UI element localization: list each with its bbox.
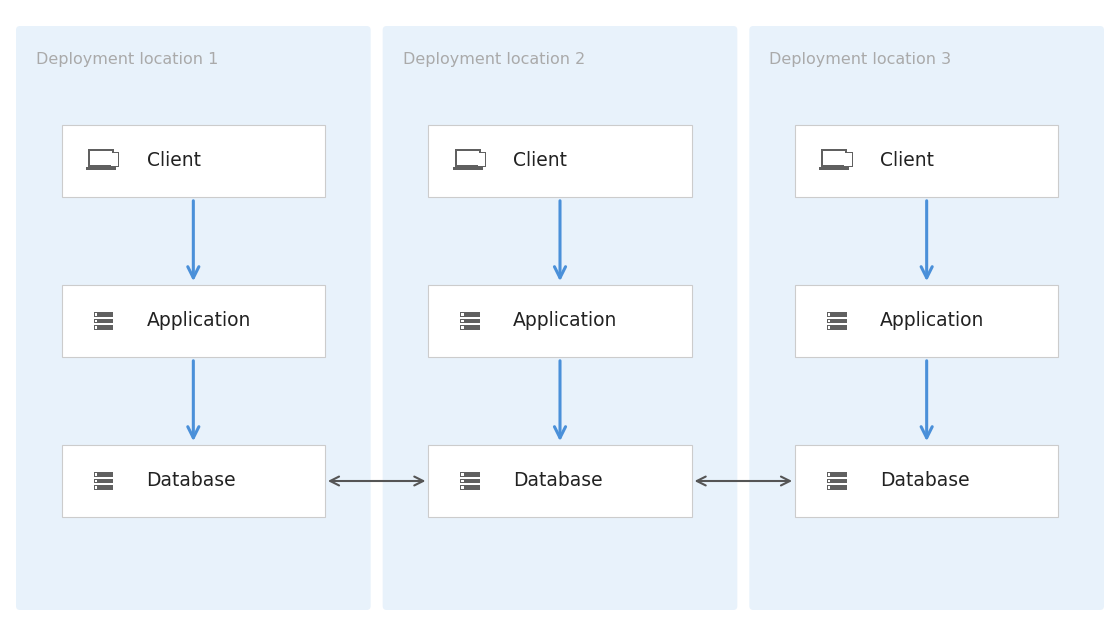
Bar	[827, 479, 847, 483]
FancyBboxPatch shape	[62, 445, 325, 517]
Bar	[94, 473, 113, 477]
FancyBboxPatch shape	[795, 445, 1058, 517]
FancyBboxPatch shape	[16, 26, 371, 610]
Text: Deployment location 2: Deployment location 2	[403, 52, 585, 67]
Text: Application: Application	[147, 312, 251, 331]
FancyBboxPatch shape	[428, 445, 692, 517]
Bar	[827, 325, 847, 329]
Bar	[477, 152, 486, 167]
Text: Application: Application	[880, 312, 984, 331]
FancyBboxPatch shape	[428, 125, 692, 197]
Bar	[86, 167, 116, 170]
Text: Application: Application	[513, 312, 617, 331]
Bar	[94, 479, 113, 483]
Text: Deployment location 1: Deployment location 1	[36, 52, 218, 67]
Bar	[460, 312, 480, 317]
Bar	[94, 487, 97, 488]
FancyBboxPatch shape	[383, 26, 737, 610]
Text: Deployment location 3: Deployment location 3	[769, 52, 952, 67]
Bar	[94, 320, 97, 322]
Bar	[457, 151, 478, 165]
Text: Client: Client	[513, 151, 567, 170]
Bar	[827, 319, 847, 323]
Bar	[94, 326, 97, 329]
Bar	[455, 149, 480, 167]
Bar	[820, 167, 849, 170]
FancyBboxPatch shape	[795, 285, 1058, 357]
Bar	[828, 314, 830, 315]
Bar	[821, 149, 848, 167]
Bar	[827, 312, 847, 317]
Bar	[828, 320, 830, 322]
Bar	[94, 325, 113, 329]
Bar	[94, 314, 97, 315]
Bar	[461, 487, 464, 488]
Text: Client: Client	[880, 151, 934, 170]
FancyBboxPatch shape	[62, 125, 325, 197]
Bar	[827, 485, 847, 490]
FancyBboxPatch shape	[749, 26, 1104, 610]
Bar	[110, 152, 120, 167]
Bar	[461, 326, 464, 329]
Bar	[461, 314, 464, 315]
Text: Client: Client	[147, 151, 200, 170]
Bar	[478, 153, 485, 166]
Bar	[94, 312, 113, 317]
Bar	[460, 325, 480, 329]
Text: Database: Database	[147, 471, 236, 490]
Bar	[90, 151, 112, 165]
Bar	[88, 149, 114, 167]
Bar	[461, 320, 464, 322]
Bar	[461, 473, 464, 476]
FancyBboxPatch shape	[795, 125, 1058, 197]
Bar	[111, 153, 119, 166]
Bar	[828, 326, 830, 329]
Text: Database: Database	[880, 471, 970, 490]
Bar	[843, 152, 852, 167]
Bar	[94, 319, 113, 323]
Bar	[828, 487, 830, 488]
FancyBboxPatch shape	[62, 285, 325, 357]
Text: Database: Database	[513, 471, 603, 490]
Bar	[452, 167, 483, 170]
Bar	[460, 319, 480, 323]
Bar	[94, 480, 97, 482]
Bar	[827, 473, 847, 477]
Bar	[828, 473, 830, 476]
Bar	[828, 480, 830, 482]
Bar	[460, 479, 480, 483]
Bar	[461, 480, 464, 482]
Bar	[94, 485, 113, 490]
FancyBboxPatch shape	[428, 285, 692, 357]
Bar	[460, 485, 480, 490]
Bar	[844, 153, 851, 166]
Bar	[823, 151, 846, 165]
Bar	[94, 473, 97, 476]
Bar	[460, 473, 480, 477]
